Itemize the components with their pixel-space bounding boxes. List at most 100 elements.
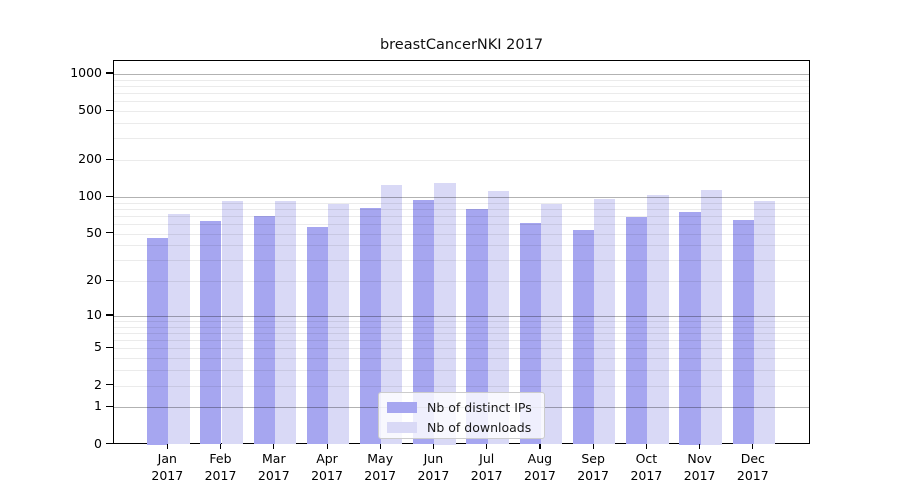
- minor-gridline: [114, 123, 809, 124]
- y-tick-mark: [106, 72, 113, 74]
- x-tick-label: Feb 2017: [204, 451, 237, 483]
- bar-downloads: [328, 204, 350, 445]
- bar-distinct-ips: [732, 219, 754, 445]
- minor-gridline: [114, 260, 809, 262]
- x-tick-mark: [379, 444, 381, 449]
- minor-gridline: [114, 208, 809, 210]
- minor-gridline: [114, 340, 809, 342]
- bar-downloads: [274, 201, 297, 445]
- x-tick-mark: [273, 444, 275, 449]
- bar-downloads: [700, 190, 722, 445]
- minor-gridline: [114, 215, 809, 217]
- minor-gridline: [114, 370, 809, 372]
- bar-downloads: [647, 194, 669, 445]
- minor-gridline: [114, 202, 809, 204]
- y-tick-label: 50: [86, 224, 102, 240]
- y-tick-mark: [106, 346, 113, 349]
- y-tick-label: 500: [78, 102, 102, 118]
- legend-entry: Nb of downloads: [387, 418, 536, 437]
- bar-distinct-ips: [572, 229, 595, 445]
- bar-downloads: [753, 200, 776, 445]
- minor-gridline: [114, 79, 809, 81]
- bar-distinct-ips: [359, 208, 382, 445]
- x-tick-label: Oct 2017: [630, 451, 663, 483]
- x-tick-mark: [539, 444, 541, 449]
- minor-gridline: [114, 348, 809, 350]
- minor-gridline: [114, 93, 809, 95]
- bar-distinct-ips: [413, 200, 435, 445]
- x-tick-mark: [432, 444, 435, 449]
- bar-distinct-ips: [147, 238, 169, 445]
- minor-gridline: [114, 101, 809, 103]
- bar-downloads: [221, 201, 243, 445]
- bar-distinct-ips: [306, 226, 328, 445]
- y-tick-mark: [106, 109, 113, 111]
- x-tick-label: Jan 2017: [151, 451, 184, 483]
- bar-distinct-ips: [466, 208, 488, 445]
- y-tick-label: 0: [94, 435, 102, 451]
- major-gridline: [114, 315, 809, 317]
- y-tick-label: 20: [86, 272, 102, 288]
- x-tick-label: Jun 2017: [417, 451, 450, 483]
- x-tick-mark: [326, 444, 328, 449]
- y-tick-label: 5: [94, 339, 102, 355]
- minor-gridline: [114, 233, 809, 235]
- minor-gridline: [114, 281, 809, 283]
- bar-distinct-ips: [519, 223, 541, 445]
- minor-gridline: [114, 321, 809, 322]
- y-tick-mark: [106, 158, 113, 160]
- bar-distinct-ips: [679, 211, 701, 445]
- x-tick-label: Mar 2017: [257, 451, 290, 483]
- chart-title: breastCancerNKI 2017: [379, 37, 544, 53]
- minor-gridline: [114, 326, 809, 328]
- legend-entry: Nb of distinct IPs: [387, 398, 536, 417]
- y-tick-mark: [106, 232, 113, 234]
- minor-gridline: [114, 358, 809, 360]
- bars-layer: [114, 61, 809, 445]
- plot-area: [113, 60, 810, 445]
- y-tick-mark: [106, 314, 113, 316]
- legend-swatch: [387, 402, 417, 413]
- x-tick-label: Nov 2017: [683, 451, 716, 483]
- y-tick-label: 10: [86, 306, 102, 322]
- y-tick-mark: [106, 279, 113, 281]
- legend-label: Nb of distinct IPs: [427, 400, 532, 415]
- y-tick-mark: [106, 443, 113, 445]
- x-tick-mark: [220, 444, 222, 449]
- x-tick-label: May 2017: [364, 451, 397, 483]
- x-tick-label: Jul 2017: [470, 451, 503, 483]
- y-tick-mark: [106, 405, 113, 407]
- bar-downloads: [540, 204, 563, 445]
- x-tick-mark: [592, 444, 594, 449]
- x-tick-label: Dec 2017: [736, 451, 769, 483]
- x-tick-mark: [486, 444, 488, 449]
- x-tick-mark: [752, 444, 754, 449]
- legend-swatch: [387, 422, 417, 433]
- bar-downloads: [594, 199, 616, 445]
- minor-gridline: [114, 333, 809, 334]
- y-tick-label: 1000: [70, 64, 102, 80]
- minor-gridline: [114, 160, 809, 162]
- x-tick-mark: [645, 444, 648, 449]
- minor-gridline: [114, 138, 809, 140]
- y-tick-label: 100: [78, 188, 102, 203]
- x-tick-label: Aug 2017: [523, 451, 556, 483]
- legend-label: Nb of downloads: [427, 420, 532, 435]
- minor-gridline: [114, 245, 809, 247]
- bar-downloads: [487, 191, 509, 445]
- bar-distinct-ips: [626, 217, 648, 445]
- bar-downloads: [381, 184, 403, 445]
- y-tick-label: 1: [94, 398, 102, 414]
- y-tick-mark: [106, 195, 113, 197]
- x-tick-mark: [699, 444, 701, 449]
- minor-gridline: [114, 111, 809, 113]
- major-gridline: [114, 73, 809, 75]
- minor-gridline: [114, 385, 809, 387]
- legend: Nb of distinct IPs Nb of downloads: [378, 392, 545, 439]
- major-gridline: [114, 197, 809, 198]
- y-tick-mark: [106, 384, 113, 386]
- y-tick-label: 2: [94, 376, 102, 392]
- x-tick-mark: [166, 444, 168, 449]
- bar-distinct-ips: [253, 215, 275, 445]
